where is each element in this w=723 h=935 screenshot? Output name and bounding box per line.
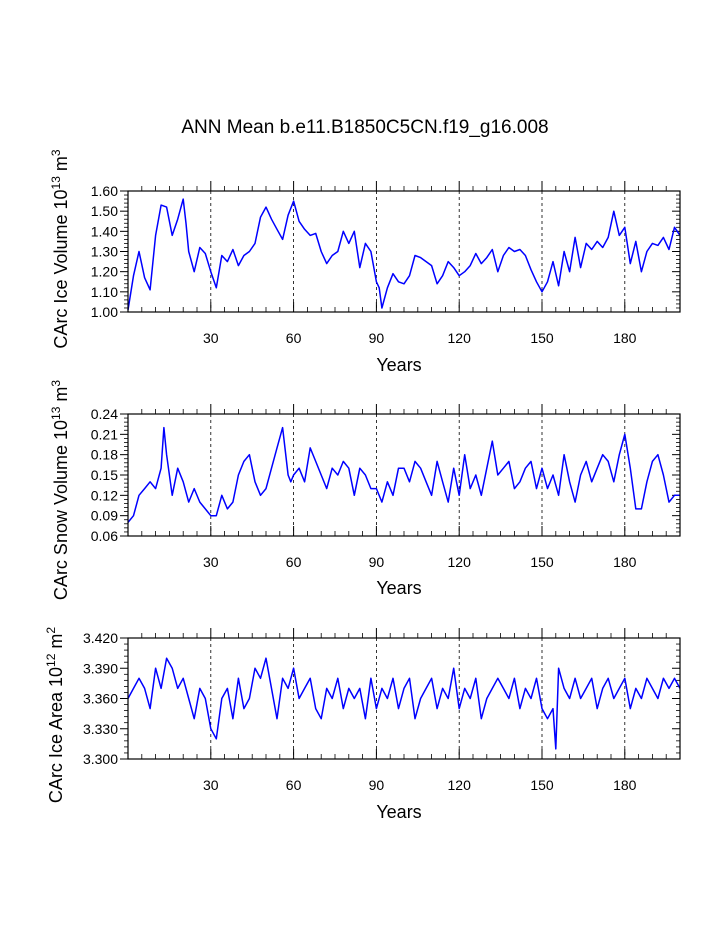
ice-area-ytick-label-3.360: 3.360: [83, 691, 118, 707]
main-title: ANN Mean b.e11.B1850C5CN.f19_g16.008: [181, 117, 548, 138]
snow-volume-series-line: [127, 426, 680, 523]
ice-volume-marks: 30 60 90 120 150 180 1.00 1.10 1.20 1.30 1.40 1.50 1…: [91, 181, 681, 346]
snow-volume-ytick-label-0.18: 0.18: [91, 447, 118, 463]
ice-area-xlabel: Years: [376, 802, 421, 822]
ice-area-ytick-label-3.330: 3.330: [83, 721, 118, 737]
ice-area-ytick-label-3.390: 3.390: [83, 660, 118, 676]
ice-area-marks: 30 60 90 120 150 180 3.300 3.330 3.360 3.390 3.420: [83, 628, 681, 793]
ice-volume-ytick-label-1.10: 1.10: [91, 284, 118, 300]
ice-volume-xtick-label-150: 150: [530, 330, 554, 346]
ice-area-series-line: [127, 657, 681, 750]
ice-area-xtick-label-120: 120: [448, 777, 472, 793]
ice-volume-ytick-label-1.30: 1.30: [91, 244, 118, 260]
snow-volume-ytick-label-0.06: 0.06: [91, 528, 118, 544]
ice-volume-ytick-label-1.50: 1.50: [91, 203, 118, 219]
snow-volume-ytick-label-0.12: 0.12: [91, 487, 118, 503]
snow-volume-ytick-label-0.15: 0.15: [91, 467, 118, 483]
ice-area-plot-frame: [127, 637, 681, 760]
snow-volume-xtick-label-60: 60: [286, 554, 302, 570]
snow-volume-xlabel: Years: [376, 578, 421, 598]
ice-area-xtick-label-30: 30: [203, 777, 219, 793]
snow-volume-ytick-label-0.21: 0.21: [91, 426, 118, 442]
snow-volume-xtick-label-120: 120: [448, 554, 472, 570]
ice-volume-ytick-label-1.60: 1.60: [91, 183, 118, 199]
ice-volume-plot-frame: [127, 190, 681, 313]
ice-volume-series-line: [127, 198, 681, 311]
snow-volume-plot-frame: [127, 413, 681, 537]
ice-volume-xtick-label-180: 180: [613, 330, 637, 346]
ice-volume-xlabel: Years: [376, 355, 421, 375]
ice-area-xtick-label-180: 180: [613, 777, 637, 793]
ice-area-ylabel: CArc Ice Area 1012 m2: [44, 627, 66, 803]
ice-volume-ylabel: CArc Ice Volume 1013 m3: [49, 149, 71, 348]
ice-volume-ytick-label-1.40: 1.40: [91, 223, 118, 239]
snow-volume-ytick-label-0.24: 0.24: [91, 406, 118, 422]
snow-volume-ytick-label-0.09: 0.09: [91, 508, 118, 524]
ice-volume-panel: 30 60 90 120 150 180 1.00 1.10 1.20 1.30 1.40 1.50 1…: [49, 149, 681, 375]
snow-volume-marks: 30 60 90 120 150 180 0.06 0.09 0.12 0.15 0.18 0.21 0…: [91, 404, 681, 570]
ice-area-xtick-label-60: 60: [286, 777, 302, 793]
ice-area-xtick-label-150: 150: [530, 777, 554, 793]
snow-volume-xtick-label-30: 30: [203, 554, 219, 570]
ice-volume-xtick-label-90: 90: [369, 330, 385, 346]
ice-volume-xtick-label-30: 30: [203, 330, 219, 346]
snow-volume-xtick-label-90: 90: [369, 554, 385, 570]
ice-area-ytick-label-3.300: 3.300: [83, 751, 118, 767]
snow-volume-xtick-label-150: 150: [530, 554, 554, 570]
snow-volume-xtick-label-180: 180: [613, 554, 637, 570]
ice-area-ytick-label-3.420: 3.420: [83, 630, 118, 646]
ice-area-xtick-label-90: 90: [369, 777, 385, 793]
snow-volume-panel: 30 60 90 120 150 180 0.06 0.09 0.12 0.15 0.18 0.21 0…: [49, 380, 681, 600]
ice-volume-xtick-label-60: 60: [286, 330, 302, 346]
snow-volume-ylabel: CArc Snow Volume 1013 m3: [49, 380, 71, 600]
ice-volume-xtick-label-120: 120: [448, 330, 472, 346]
ice-volume-ytick-label-1.00: 1.00: [91, 304, 118, 320]
ice-volume-ytick-label-1.20: 1.20: [91, 264, 118, 280]
ice-area-panel: 30 60 90 120 150 180 3.300 3.330 3.360 3.390 3.420…: [44, 627, 681, 822]
